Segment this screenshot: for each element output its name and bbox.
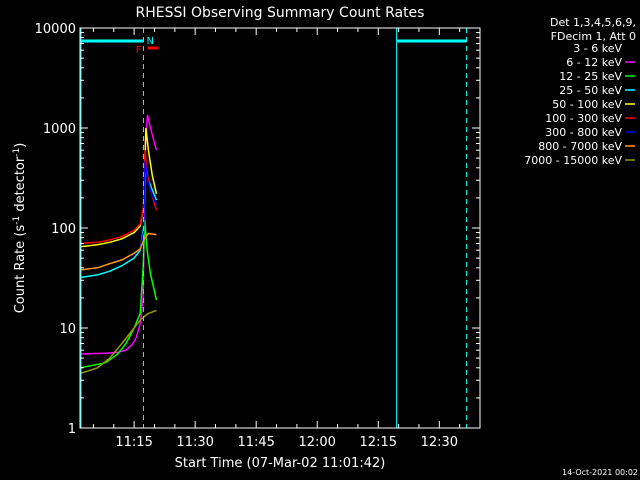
y-tick-label: 1000 [43,122,76,137]
x-tick-label: 11:30 [176,435,213,450]
legend-entry-label: 100 - 300 keV [545,112,622,125]
legend-entry-label: 6 - 12 keV [566,56,622,69]
legend: Det 1,3,4,5,6,9,FDecim 1, Att 03 - 6 keV… [524,16,636,167]
legend-entry-label: 3 - 6 keV [573,42,622,55]
series-line [79,232,157,271]
legend-entry-label: 50 - 100 keV [552,98,622,111]
x-axis-label: Start Time (07-Mar-02 11:01:42) [175,456,386,471]
night-flag-label: N [146,36,153,47]
y-tick-label: 10 [59,322,76,337]
y-tick-label: 1 [68,422,76,437]
chart-title: RHESSI Observing Summary Count Rates [136,5,425,21]
series-line [79,309,157,375]
legend-entry-label: 300 - 800 keV [545,126,622,139]
legend-header: Det 1,3,4,5,6,9, [550,16,636,29]
series-line [79,127,158,248]
y-tick-label: 100 [51,222,76,237]
series-line [79,220,158,369]
x-tick-label: 12:30 [421,435,458,450]
legend-entry-label: 7000 - 15000 keV [524,154,622,167]
x-tick-label: 11:45 [237,435,274,450]
flare-flag-label: F [136,45,142,56]
legend-entry-label: 25 - 50 keV [559,84,622,97]
legend-header: FDecim 1, Att 0 [551,30,636,43]
x-tick-label: 12:15 [360,435,397,450]
y-axis: 1 10 100 1000 10000 [35,22,480,437]
x-axis: 11:15 11:30 11:45 12:00 12:15 12:30 [92,28,481,450]
observing-overlays: FN [80,28,468,428]
x-tick-label: 11:15 [115,435,152,450]
legend-entry-label: 800 - 7000 keV [538,140,622,153]
y-tick-label: 10000 [35,22,76,37]
series-line [79,114,158,355]
series-lines [79,114,158,429]
series-line [79,150,158,245]
y-axis-label: Count Rate (s-1 detector-1) [12,143,28,314]
timestamp: 14-Oct-2021 00:02 [562,468,638,477]
x-tick-label: 12:00 [298,435,335,450]
legend-entry-label: 12 - 25 keV [559,70,622,83]
